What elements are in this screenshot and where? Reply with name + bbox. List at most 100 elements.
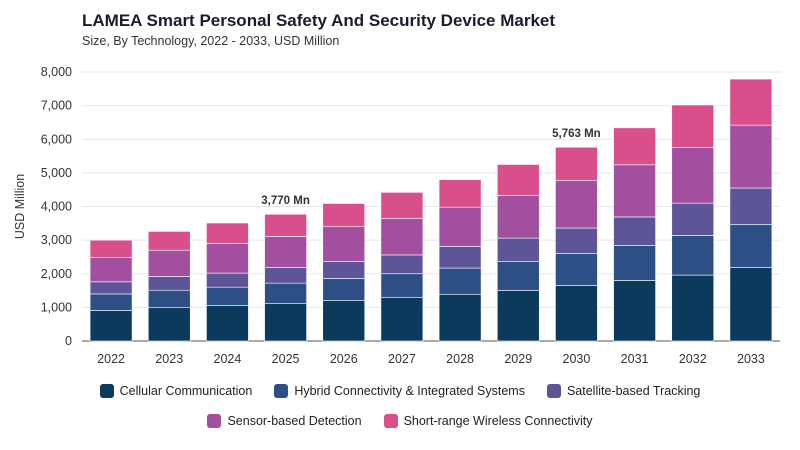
bar-segment: [380, 273, 424, 298]
bar-segment: [671, 104, 715, 148]
legend-swatch-hybrid: [274, 384, 289, 398]
bar-segment: [729, 267, 773, 342]
bar-segment: [438, 246, 482, 269]
x-tick-label: 2033: [737, 352, 765, 366]
bar-segment: [322, 300, 366, 342]
bar-segment: [380, 217, 424, 256]
legend-label-short-range: Short-range Wireless Connectivity: [403, 414, 593, 428]
bar-segment: [613, 280, 656, 342]
bar-segment: [613, 164, 656, 218]
y-tick-label: 5,000: [41, 166, 72, 180]
bar-segment: [264, 213, 307, 237]
bar-segment: [89, 310, 133, 342]
bar-segment: [671, 235, 715, 276]
legend-label-cellular: Cellular Communication: [119, 384, 253, 398]
bar-segment: [496, 195, 540, 239]
bar-segment: [438, 179, 482, 208]
y-tick-label: 6,000: [41, 132, 72, 146]
bar-segment: [613, 216, 656, 246]
bar-segment: [147, 307, 191, 342]
legend-swatch-short-range: [383, 414, 398, 428]
y-tick-label: 0: [65, 334, 72, 348]
x-tick-label: 2031: [621, 352, 649, 366]
bar-segment: [264, 267, 307, 284]
x-tick-label: 2022: [97, 352, 125, 366]
bar-segment: [206, 272, 249, 288]
bar-segment: [206, 305, 249, 342]
y-tick-label: 4,000: [41, 200, 72, 214]
bar-segment: [496, 261, 540, 291]
x-tick-label: 2029: [504, 352, 532, 366]
bar-segment: [438, 293, 482, 342]
x-tick-label: 2030: [563, 352, 591, 366]
legend-swatch-sensor: [207, 414, 222, 428]
x-tick-label: 2025: [272, 352, 300, 366]
bar-segment: [613, 245, 656, 281]
bar-segment: [729, 78, 773, 126]
bar-segment: [206, 286, 249, 306]
legend-row-2: Sensor-based Detection Short-range Wirel…: [0, 414, 800, 428]
legend-item-hybrid: Hybrid Connectivity & Integrated Systems: [274, 384, 525, 398]
bar-segment: [438, 267, 482, 295]
legend-item-cellular: Cellular Communication: [99, 384, 253, 398]
x-tick-label: 2026: [330, 352, 358, 366]
bar-segment: [496, 290, 540, 342]
x-tick-label: 2032: [679, 352, 707, 366]
bar-segment: [380, 254, 424, 275]
bar-segment: [147, 231, 191, 251]
bar-segment: [264, 236, 307, 268]
bar-segment: [671, 274, 715, 342]
x-tick-label: 2028: [446, 352, 474, 366]
data-label: 3,770 Mn: [261, 195, 310, 207]
bar-segment: [729, 224, 773, 268]
legend-row-1: Cellular Communication Hybrid Connectivi…: [0, 384, 800, 398]
x-tick-label: 2023: [155, 352, 183, 366]
legend-swatch-satellite: [546, 384, 561, 398]
bar-segment: [322, 226, 366, 262]
bar-segment: [555, 285, 598, 342]
legend-item-short-range: Short-range Wireless Connectivity: [383, 414, 593, 428]
legend-label-sensor: Sensor-based Detection: [227, 414, 362, 428]
bar-segment: [89, 293, 133, 311]
bar-segment: [147, 289, 191, 309]
bar-segment: [322, 278, 366, 301]
bar-segment: [613, 127, 656, 166]
x-tick-label: 2027: [388, 352, 416, 366]
chart-title: LAMEA Smart Personal Safety And Security…: [82, 11, 556, 30]
bar-segment: [380, 296, 424, 342]
y-axis-label: USD Million: [13, 174, 27, 239]
bar-segment: [322, 261, 366, 279]
bar-segment: [555, 227, 598, 254]
y-tick-label: 8,000: [41, 65, 72, 79]
bar-segment: [729, 124, 773, 189]
bar-segment: [496, 237, 540, 262]
bar-segment: [89, 257, 133, 283]
y-tick-label: 2,000: [41, 267, 72, 281]
bar-segment: [555, 180, 598, 229]
legend-item-satellite: Satellite-based Tracking: [546, 384, 701, 398]
legend-label-satellite: Satellite-based Tracking: [566, 384, 701, 398]
bar-segment: [380, 192, 424, 219]
x-tick-label: 2024: [214, 352, 242, 366]
bar-segment: [264, 303, 307, 342]
bar-segment: [671, 147, 715, 204]
bar-segment: [671, 202, 715, 236]
bar-segment: [147, 249, 191, 277]
legend-swatch-cellular: [99, 384, 114, 398]
bar-segment: [438, 206, 482, 247]
bar-segment: [729, 187, 773, 225]
bar-segment: [206, 243, 249, 274]
data-label: 5,763 Mn: [552, 128, 601, 140]
bar-segment: [322, 203, 366, 227]
y-tick-label: 1,000: [41, 300, 72, 314]
chart-subtitle: Size, By Technology, 2022 - 2033, USD Mi…: [82, 34, 340, 48]
legend-item-sensor: Sensor-based Detection: [207, 414, 362, 428]
stacked-bar-chart: 0 1,000 2,000 3,000 4,000 5,000 6,000 7,000 8,00…: [13, 65, 780, 366]
bar-segment: [206, 222, 249, 244]
bar-segment: [555, 146, 598, 181]
y-tick-label: 3,000: [41, 233, 72, 247]
bar-segment: [264, 282, 307, 304]
legend-label-hybrid: Hybrid Connectivity & Integrated Systems: [294, 384, 525, 398]
bar-segment: [555, 253, 598, 286]
y-tick-label: 7,000: [41, 99, 72, 113]
